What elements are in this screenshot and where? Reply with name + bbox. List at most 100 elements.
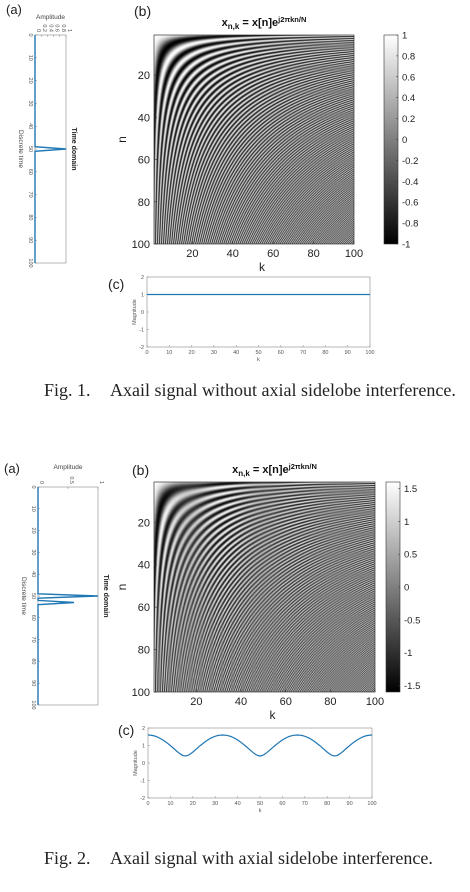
y-tick-label: 50 <box>30 593 36 599</box>
y-tick-label: 50 <box>27 146 33 152</box>
y-tick-label: 2 <box>141 275 144 281</box>
caption-label: Fig. 2. <box>44 848 91 868</box>
chart-phase-matrix: xn,k = x[n]ej2πkn/N 20 40 60 80 100 k 20 40 60 80 1… <box>115 15 418 274</box>
y-tick-label: 20 <box>27 78 33 84</box>
y-tick-label: 100 <box>132 239 150 251</box>
y-tick-label: 0 <box>27 33 33 36</box>
x-tick-label: 90 <box>345 350 351 356</box>
chart-phase-matrix: xn,k = x[n]ej2πkn/N 20 40 60 80 100 k 20 40 60 80 1… <box>115 462 420 722</box>
y-tick-label: 60 <box>27 169 33 175</box>
y-axis-label: Discrete time <box>17 130 24 168</box>
time-domain-label: Time domain <box>102 574 109 617</box>
colorbar-tick-label: -0.8 <box>402 219 418 230</box>
heatmap-image <box>154 35 354 244</box>
colorbar-tick-label: 0 <box>404 583 409 594</box>
y-tick-label: 60 <box>138 602 150 614</box>
x-tick-label: 1 <box>66 29 72 32</box>
colorbar-tick-label: 0.4 <box>402 93 415 104</box>
x-axis-label: Amplitude <box>36 14 65 21</box>
colorbar-tick-label: -0.5 <box>404 615 420 626</box>
colorbar-tick-label: 1.5 <box>404 484 417 495</box>
x-tick-label: 20 <box>186 248 198 260</box>
colorbar <box>383 34 399 245</box>
y-tick-label: 100 <box>30 700 36 709</box>
x-tick-label: 60 <box>279 801 285 807</box>
x-tick-label: 100 <box>367 801 376 807</box>
plot-frame <box>146 276 371 348</box>
colorbar-tick-label: -1 <box>404 648 412 659</box>
colorbar-tick-label: 0.2 <box>402 114 415 125</box>
y-tick-label: 60 <box>138 155 150 167</box>
x-tick-label: 70 <box>300 350 306 356</box>
y-tick-label: 70 <box>27 192 33 198</box>
x-tick-label: 80 <box>324 801 330 807</box>
y-axis-label: Magnitude <box>132 299 138 325</box>
y-tick-label: 30 <box>30 549 36 555</box>
colorbar-tick-label: 0.8 <box>402 51 415 62</box>
colorbar-tick-label: -1 <box>402 240 410 251</box>
x-tick-label: 20 <box>189 350 195 356</box>
x-tick-label: 80 <box>307 248 319 260</box>
y-tick-label: 60 <box>30 615 36 621</box>
y-tick-label: -2 <box>139 345 144 351</box>
y-tick-label: 1 <box>141 293 144 299</box>
figure-2-caption: Fig. 2. Axail signal with axial sidelobe… <box>44 848 458 869</box>
y-tick-label: 20 <box>138 70 150 82</box>
colorbar-tick-label: 0 <box>402 135 407 146</box>
colorbar <box>385 481 401 693</box>
y-tick-label: 40 <box>30 571 36 577</box>
x-tick-label: 100 <box>365 350 374 356</box>
x-tick-label: 70 <box>302 801 308 807</box>
time-domain-label: Time domain <box>70 127 77 170</box>
x-axis-label: Amplitude <box>54 464 83 471</box>
x-tick-label: 80 <box>322 350 328 356</box>
colorbar-tick-label: 0.6 <box>402 72 415 83</box>
y-tick-label: 90 <box>30 680 36 686</box>
plot-frame <box>147 727 373 799</box>
figure-2: (a) (b) (c) 0 0.5 1Amplitude01020304050607… <box>4 461 420 814</box>
x-tick-label: 40 <box>235 696 247 708</box>
y-tick-label: 80 <box>27 214 33 220</box>
y-axis-label: Discrete time <box>20 577 27 615</box>
y-tick-label: 10 <box>27 55 33 61</box>
chart-time-domain: 0 0.5 1 Amplitude 0 10 20 30 40 50 60 70 80 90 100 Disc… <box>20 464 109 710</box>
colorbar-tick-label: 1 <box>402 31 407 42</box>
y-tick-label: 40 <box>138 560 150 572</box>
colorbar-tick-label: -0.2 <box>402 156 418 167</box>
y-tick-label: 40 <box>138 112 150 124</box>
x-tick-label: 1 <box>98 481 104 484</box>
y-tick-label: -2 <box>140 796 145 802</box>
y-tick-label: 20 <box>138 517 150 529</box>
y-tick-label: 80 <box>138 645 150 657</box>
y-tick-label: 100 <box>132 687 150 699</box>
x-tick-label: 90 <box>347 801 353 807</box>
figure-1-caption: Fig. 1. Axail signal without axial sidel… <box>44 380 458 401</box>
y-tick-label: 80 <box>138 197 150 209</box>
plot-frame <box>153 481 376 693</box>
x-tick-label: 0 <box>146 801 149 807</box>
x-axis-label: k <box>257 357 260 363</box>
colorbar-tick-label: -1.5 <box>404 681 420 692</box>
y-tick-label: 1 <box>142 744 145 750</box>
caption-text: Axail signal with axial sidelobe interfe… <box>110 848 433 868</box>
colorbar-tick-label: -0.4 <box>402 177 418 188</box>
y-tick-label: -1 <box>139 328 144 334</box>
y-tick-label: 10 <box>30 506 36 512</box>
y-axis-label: Magnitude <box>133 750 139 776</box>
colorbar-tick-label: -0.6 <box>402 198 418 209</box>
x-tick-label: 10 <box>167 801 173 807</box>
x-tick-label: 10 <box>166 350 172 356</box>
panel-label-a: (a) <box>6 2 22 17</box>
y-tick-label: 0 <box>30 485 36 488</box>
x-tick-label: 0 <box>38 481 44 484</box>
magnitude-line <box>147 734 373 757</box>
y-tick-label: 0 <box>141 310 144 316</box>
y-tick-label: 30 <box>27 100 33 106</box>
colorbar-tick-label: 1 <box>404 517 409 528</box>
x-tick-label: 60 <box>278 350 284 356</box>
x-tick-label: 100 <box>345 248 363 260</box>
chart-title: xn,k = x[n]ej2πkn/N <box>222 15 307 31</box>
x-tick-label: 0.8 <box>60 24 66 32</box>
